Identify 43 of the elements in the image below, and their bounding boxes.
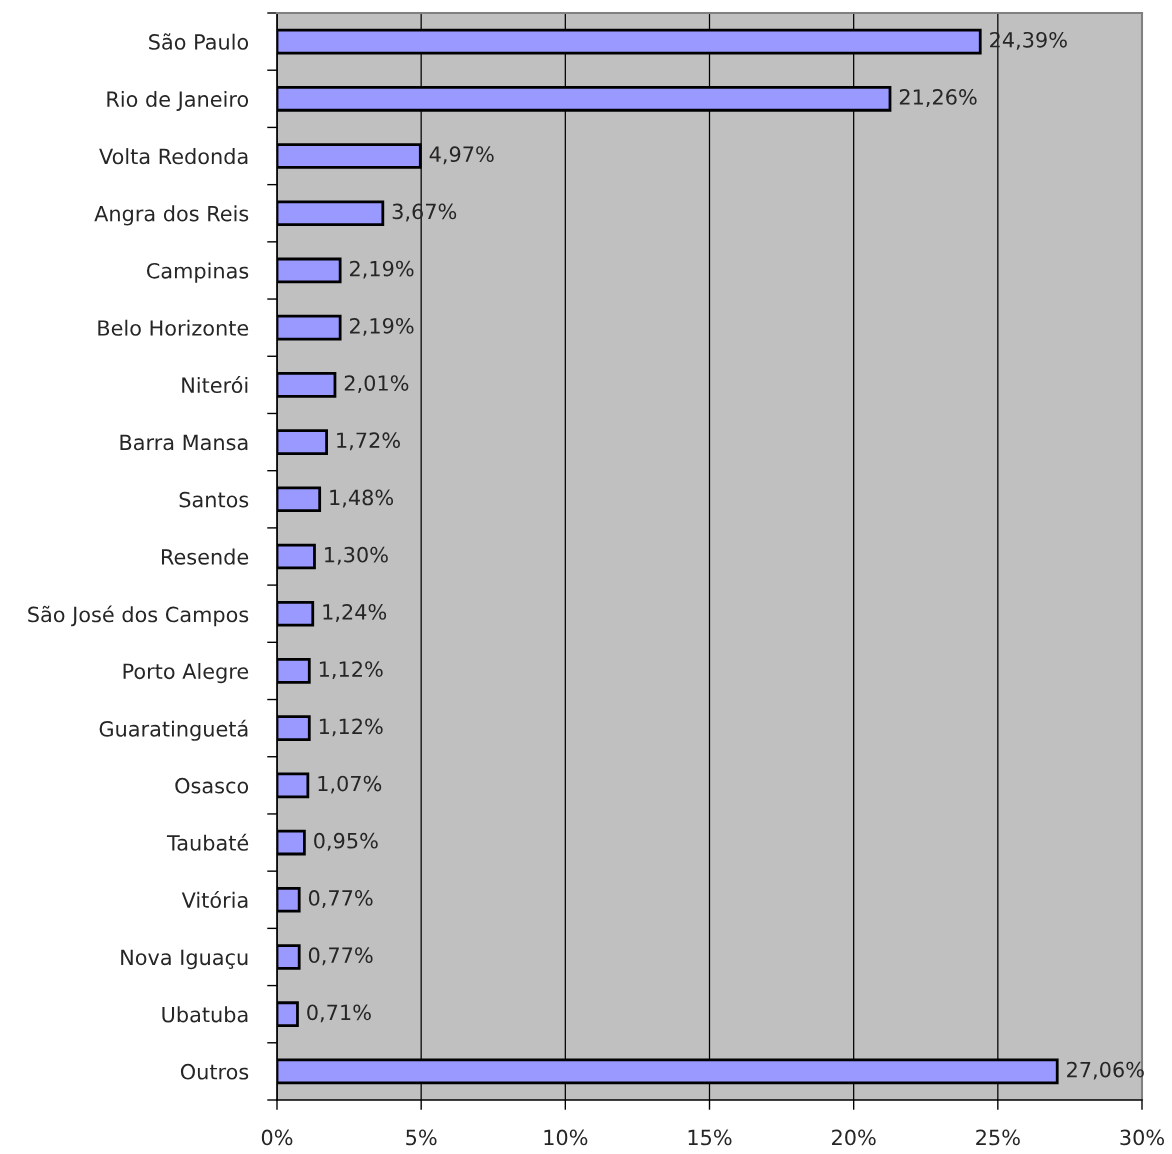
x-tick-label: 0% xyxy=(261,1129,293,1146)
x-tick-label: 10% xyxy=(544,1129,588,1146)
y-tick-label: Vitória xyxy=(181,891,248,908)
data-label: 1,24% xyxy=(323,604,387,622)
data-label: 1,48% xyxy=(330,489,394,508)
y-tick-label: Outros xyxy=(180,1063,249,1080)
x-tick-label: 20% xyxy=(832,1129,876,1146)
y-tick-label: Nova Iguaçu xyxy=(121,949,248,970)
y-tick-label: Angra dos Reis xyxy=(94,205,249,226)
y-tick-label: São Paulo xyxy=(149,33,249,50)
y-tick-label: Rio de Janeiro xyxy=(107,90,249,111)
y-tick-label: Resende xyxy=(161,548,249,565)
y-tick-label: Guaratinguetá xyxy=(99,719,248,741)
y-tick-label: Niterói xyxy=(182,376,248,394)
y-tick-label: Belo Horizonte xyxy=(98,319,249,336)
data-label: 1,12% xyxy=(319,718,383,737)
x-tick-label: 30% xyxy=(1120,1129,1164,1146)
data-label: 21,26% xyxy=(899,89,977,107)
x-tick-label: 15% xyxy=(688,1129,732,1146)
data-label: 0,95% xyxy=(314,832,378,851)
data-label: 2,19% xyxy=(350,260,414,279)
x-tick-label: 25% xyxy=(976,1129,1020,1146)
y-tick-label: Ubatuba xyxy=(162,1006,248,1023)
data-label: 4,97% xyxy=(429,146,494,165)
y-tick-label: Volta Redonda xyxy=(99,148,248,165)
y-tick-label: Porto Alegre xyxy=(123,663,249,684)
data-label: 0,71% xyxy=(307,1004,371,1023)
y-tick-label: São José dos Campos xyxy=(28,605,249,627)
y-tick-label: Santos xyxy=(179,491,249,508)
data-label: 0,77% xyxy=(308,890,373,908)
y-tick-label: Campinas xyxy=(146,262,249,283)
data-label: 2,19% xyxy=(350,317,414,336)
data-label: 1,07% xyxy=(318,775,382,794)
data-label: 27,06% xyxy=(1067,1061,1144,1080)
data-label: 0,77% xyxy=(308,947,373,966)
y-tick-label: Osasco xyxy=(175,777,249,794)
x-tick-label: 5% xyxy=(406,1129,437,1146)
data-label: 1,30% xyxy=(325,546,388,565)
data-label: 1,72% xyxy=(337,432,400,451)
y-tick-label: Taubaté xyxy=(166,833,249,851)
data-label: 1,12% xyxy=(319,661,383,680)
y-tick-label: Barra Mansa xyxy=(120,434,248,451)
data-label: 2,01% xyxy=(344,375,409,394)
